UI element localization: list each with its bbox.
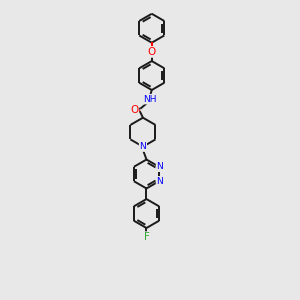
Text: F: F: [143, 232, 149, 242]
Text: O: O: [130, 105, 138, 115]
Text: N: N: [157, 177, 163, 186]
Text: O: O: [148, 47, 156, 57]
Text: NH: NH: [143, 95, 157, 104]
Text: N: N: [140, 142, 146, 151]
Text: N: N: [157, 162, 163, 171]
